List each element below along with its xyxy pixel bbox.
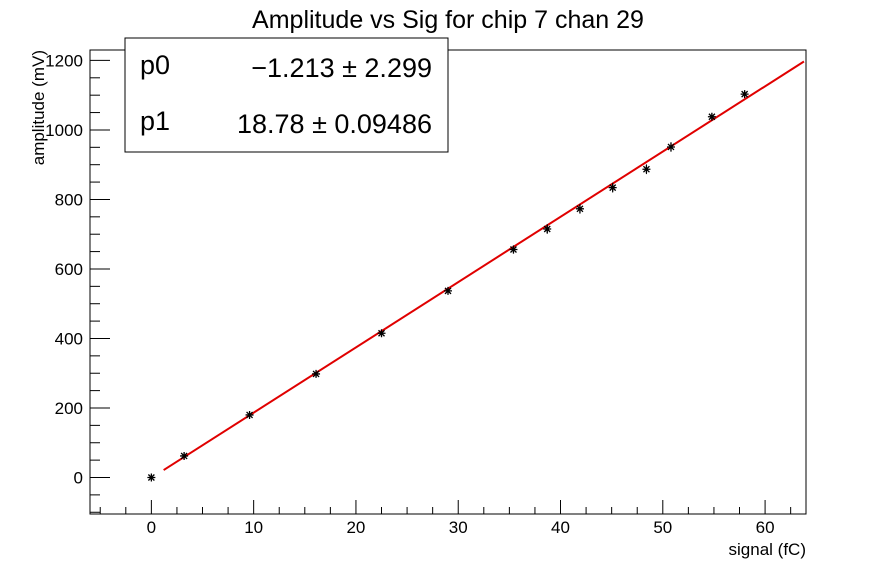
fit-layer	[163, 60, 805, 471]
data-point	[377, 329, 386, 338]
y-tick-label: 800	[55, 190, 83, 209]
x-axis: 0 10 20 30 40 50 60	[147, 500, 775, 537]
stats-box-frame	[124, 37, 449, 153]
x-axis-minor-ticks	[99, 507, 792, 514]
y-axis-label: amplitude (mV)	[29, 50, 48, 165]
data-point	[543, 224, 552, 234]
chart-title: Amplitude vs Sig for chip 7 chan 29	[252, 6, 644, 34]
y-tick-label: 1000	[45, 121, 83, 140]
y-tick-label: 1200	[45, 51, 83, 70]
y-tick-label: 0	[74, 469, 83, 488]
data-points	[147, 90, 749, 482]
x-axis-label: signal (fC)	[729, 540, 806, 559]
data-point	[147, 473, 156, 482]
y-tick-label: 200	[55, 399, 83, 418]
stats-p0-name: p0	[140, 50, 170, 80]
stats-p1-value: 18.78 ± 0.09486	[237, 109, 432, 139]
x-tick-label: 60	[756, 518, 775, 537]
data-point	[707, 112, 716, 121]
x-tick-label: 30	[449, 518, 468, 537]
data-point	[608, 182, 617, 193]
fit-line	[163, 60, 805, 471]
data-point	[575, 203, 584, 214]
x-tick-label: 40	[551, 518, 570, 537]
x-tick-label: 0	[147, 518, 156, 537]
y-tick-label: 400	[55, 329, 83, 348]
stats-p0-value: −1.213 ± 2.299	[251, 53, 432, 83]
x-tick-label: 50	[653, 518, 672, 537]
stats-box: p0 −1.213 ± 2.299 p1 18.78 ± 0.09486	[124, 37, 449, 153]
data-point	[666, 142, 675, 152]
data-point	[444, 286, 452, 295]
data-point	[245, 410, 254, 419]
y-axis: 0 200 400 600 800 1000 1200	[45, 51, 110, 488]
data-point	[642, 164, 651, 175]
y-tick-label: 600	[55, 260, 83, 279]
stats-p1-name: p1	[140, 106, 170, 136]
y-axis-minor-ticks	[90, 77, 100, 513]
x-tick-label: 10	[244, 518, 263, 537]
data-point	[312, 369, 321, 378]
data-point	[740, 90, 749, 99]
data-point	[180, 451, 189, 460]
data-point	[509, 245, 518, 254]
x-tick-label: 20	[346, 518, 365, 537]
